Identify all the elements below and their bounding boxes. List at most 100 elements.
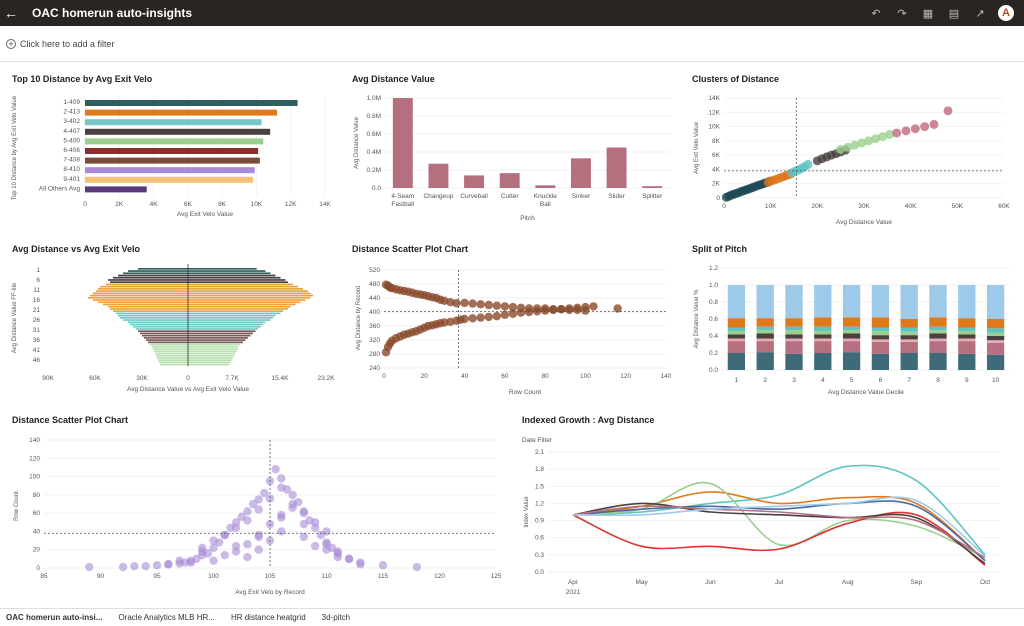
p4-bar-left — [144, 337, 188, 339]
p1-xtick: 0 — [83, 201, 87, 208]
present-icon[interactable]: ▦ — [922, 7, 934, 20]
p2-ytick: 0.4M — [367, 149, 381, 156]
p8-ytick: 1.2 — [535, 500, 544, 507]
p7-ytick: 120 — [29, 455, 40, 462]
redo-icon[interactable]: ↷ — [897, 7, 907, 20]
add-filter-label[interactable]: Click here to add a filter — [20, 38, 115, 49]
p6-xtick: 8 — [936, 377, 940, 384]
p6-segment — [756, 326, 774, 331]
p5-point — [476, 313, 485, 322]
p7-point — [198, 547, 207, 556]
p7-ytick: 100 — [29, 474, 40, 481]
p7-xtick: 125 — [491, 573, 502, 580]
p5-point — [468, 299, 477, 308]
filter-bar[interactable]: + Click here to add a filter — [0, 26, 1024, 62]
p4-bar-right — [188, 359, 232, 361]
export-icon[interactable]: ↗ — [975, 7, 985, 20]
p6-xtick: 5 — [850, 377, 854, 384]
p1-category-label: 3-402 — [63, 118, 80, 125]
p6-segment — [986, 354, 1005, 370]
p1-category-label: 9-401 — [63, 176, 80, 183]
p4-bar-right — [188, 294, 313, 297]
comment-icon[interactable]: ▤ — [948, 7, 960, 20]
tab-heatgrid[interactable]: HR distance heatgrid — [230, 613, 306, 622]
p4-bar-right — [188, 334, 251, 337]
p4-ytick: 36 — [33, 337, 41, 344]
p3-xtick: 60K — [998, 203, 1010, 210]
p5-point — [524, 304, 534, 313]
p6-segment — [814, 326, 832, 331]
p5-xtick: 60 — [501, 373, 509, 380]
p3-point — [864, 136, 874, 146]
p7-point — [186, 558, 196, 567]
p6-ytick: 0.6 — [709, 316, 718, 323]
p4-bar-left — [160, 363, 188, 366]
p7-point — [299, 508, 309, 518]
p6-segment — [814, 334, 832, 339]
arrow-left-icon[interactable]: ← — [4, 5, 18, 21]
p7-point — [130, 561, 139, 571]
p7-point — [356, 560, 365, 569]
p4-xtick: 23.2K — [318, 375, 336, 382]
p6-segment — [958, 285, 976, 319]
p6-segment — [727, 285, 746, 319]
p5-xlabel: Row Count — [509, 389, 541, 396]
avatar[interactable]: A — [998, 5, 1014, 21]
add-filter-icon[interactable]: + — [6, 38, 16, 49]
p6-segment — [756, 333, 774, 339]
tab-3d-pitch[interactable]: 3d-pitch — [321, 613, 351, 622]
p6-segment — [785, 318, 803, 327]
top-bar: ← OAC homerun auto-insights ↶ ↷ ▦ ▤ ↗ A — [0, 0, 1024, 26]
p6-segment — [842, 352, 861, 370]
p7-ytick: 80 — [33, 492, 41, 499]
p1-bar — [85, 148, 259, 154]
p4-xtick: 60K — [89, 375, 101, 382]
p5-ytick: 480 — [369, 281, 380, 288]
p1-category-label: 8-410 — [63, 166, 80, 173]
p4-bar-left — [138, 268, 188, 270]
p3-ytick: 4K — [712, 166, 721, 173]
p6-ytick: 1.0 — [709, 282, 718, 289]
tab-homerun[interactable]: OAC homerun auto-insi... — [6, 613, 103, 622]
p5-point — [549, 305, 558, 314]
p4-ytick: 26 — [33, 317, 41, 324]
p6-segment — [842, 330, 861, 334]
p6-segment — [929, 317, 947, 327]
toolbar: ↶ ↷ ▦ ▤ ↗ A — [868, 0, 1014, 26]
p5-xtick: 140 — [661, 373, 672, 380]
p7-xtick: 90 — [97, 573, 105, 580]
p4-bar-left — [142, 334, 188, 337]
p5-point — [540, 304, 550, 313]
p5-point — [557, 305, 566, 314]
p6-segment — [756, 318, 774, 327]
p4-bar-left — [133, 325, 188, 328]
p4-bar-left — [88, 296, 188, 299]
p3-ylabel: Avg Exit Velo Value — [694, 121, 700, 173]
p4-bar-right — [188, 290, 308, 292]
p6-ylabel: Avg Distance Value % — [694, 289, 700, 348]
p5-point — [484, 300, 493, 310]
p4-xtick: 7.7K — [225, 375, 239, 382]
p5-point — [508, 309, 518, 318]
p2-bar — [570, 158, 591, 188]
tab-mlb-hr[interactable]: Oracle Analytics MLB HR... — [118, 613, 215, 622]
p2-category-label: Curveball — [460, 193, 488, 200]
p4-bar-right — [188, 296, 311, 299]
p5-point — [452, 299, 461, 308]
p2-bar — [535, 185, 556, 188]
p5-point — [468, 314, 477, 323]
p6-segment — [929, 333, 947, 339]
p2-category-label: Knuckle — [534, 193, 558, 200]
p4-bar-right — [188, 330, 256, 333]
undo-icon[interactable]: ↶ — [871, 7, 881, 20]
p2-category-label: Slider — [608, 193, 625, 200]
p1-xtick: 6K — [184, 201, 193, 208]
p6-segment — [986, 340, 1005, 343]
p5-xtick: 120 — [620, 373, 631, 380]
p4-bar-right — [188, 323, 263, 326]
p6-segment — [958, 334, 976, 339]
p5-point — [532, 304, 542, 313]
p4-bar-left — [120, 317, 188, 319]
p6-segment — [785, 330, 803, 335]
p6-segment — [871, 330, 890, 336]
